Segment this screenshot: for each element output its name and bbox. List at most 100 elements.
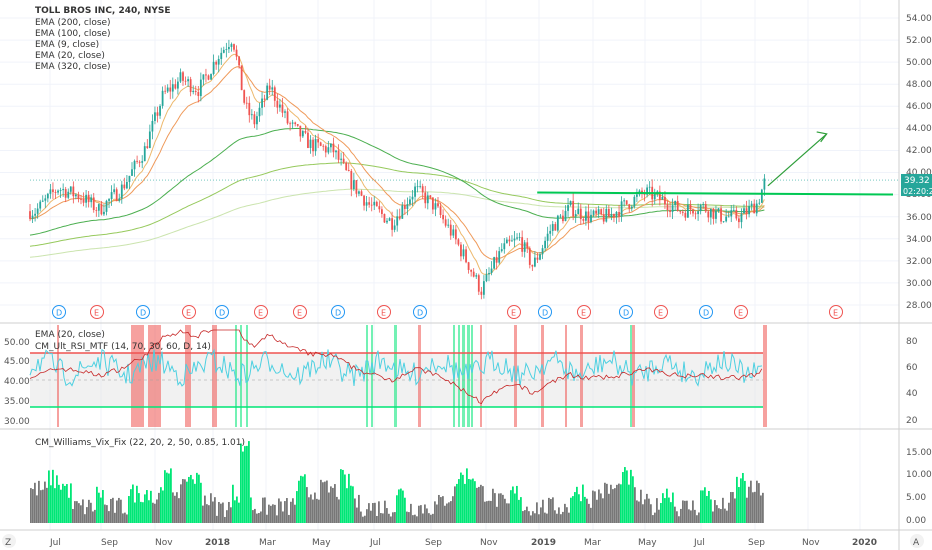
rsi-study-ema[interactable]: EMA (20, close) — [35, 330, 105, 340]
candle-body — [164, 90, 167, 92]
vix-bar — [158, 492, 160, 523]
candle-body — [396, 216, 399, 226]
vix-bar — [344, 474, 346, 523]
study-ema-20[interactable]: EMA (20, close) — [35, 51, 105, 61]
candle-body — [689, 204, 692, 210]
vix-bar — [236, 496, 238, 523]
vix-bar — [330, 486, 332, 523]
rsi-right-tick: 60 — [906, 363, 918, 373]
vix-bar — [288, 514, 290, 523]
symbol-title[interactable]: TOLL BROS INC, 240, NYSE — [35, 6, 171, 16]
candle-body — [179, 72, 182, 82]
earnings-badge-label: E — [381, 309, 386, 318]
vix-bar — [750, 480, 752, 523]
vix-bar — [472, 478, 474, 523]
candle-body — [154, 112, 156, 121]
vix-bar — [606, 483, 608, 523]
vix-bar — [144, 494, 146, 523]
dividend-badge-label: D — [56, 309, 62, 318]
zoom-button[interactable] — [2, 534, 16, 548]
candle-body — [383, 213, 386, 223]
study-ema-200[interactable]: EMA (200, close) — [35, 18, 111, 28]
vix-bar — [162, 490, 164, 523]
rsi-axis-right[interactable]: 80 60 40 20 — [906, 337, 918, 426]
vix-bar — [138, 493, 140, 523]
vix-bar — [202, 505, 204, 523]
candle-body — [212, 61, 215, 75]
dividend-badge — [215, 305, 229, 319]
time-axis[interactable]: Jul Sep Nov 2018 Mar May Jul Sep Nov 201… — [49, 538, 877, 548]
study-ema-320[interactable]: EMA (320, close) — [35, 62, 111, 72]
candle-body — [110, 192, 113, 200]
vix-axis[interactable]: 15.00 10.00 5.00 0.00 — [906, 448, 932, 526]
candle-body — [720, 208, 722, 222]
vix-bar — [100, 497, 102, 523]
candle-body — [291, 122, 294, 124]
vix-bar — [534, 513, 536, 523]
candle-body — [503, 243, 506, 250]
vix-bar — [278, 498, 280, 523]
candle-body — [146, 146, 149, 148]
candle-body — [235, 49, 238, 57]
candle-body — [360, 191, 363, 196]
rsi-axis-left[interactable]: 50.00 45.00 40.00 35.00 30.00 — [4, 338, 30, 427]
candle-body — [148, 131, 151, 148]
earnings-badge — [90, 305, 104, 319]
candle-body — [284, 111, 286, 113]
vix-bar — [546, 513, 548, 523]
vix-bar — [142, 502, 144, 523]
candle-body — [169, 87, 172, 92]
candle-body — [314, 139, 317, 152]
candle-body — [128, 175, 131, 182]
candle-body — [725, 216, 728, 222]
vix-bar — [694, 509, 696, 523]
vix-bar — [36, 495, 38, 523]
vix-bar — [666, 488, 668, 523]
vix-bar — [710, 499, 712, 523]
study-ema-100[interactable]: EMA (100, close) — [35, 29, 111, 39]
vix-bar — [484, 501, 486, 523]
vix-bar — [300, 475, 302, 523]
vix-bar — [714, 500, 716, 523]
ema-200-line — [29, 162, 765, 247]
vix-bar — [668, 497, 670, 523]
vix-bar — [38, 480, 40, 523]
vix-study-label[interactable]: CM_Williams_Vix_Fix (22, 20, 2, 50, 0.85… — [35, 438, 245, 448]
candle-body — [136, 160, 138, 162]
study-ema-9[interactable]: EMA (9, close) — [35, 40, 99, 50]
vix-bar — [284, 501, 286, 523]
candle-body — [763, 178, 766, 190]
vix-bar — [592, 490, 594, 523]
price-tick: 42.00 — [906, 146, 932, 156]
projection-arrow-head — [816, 131, 828, 143]
vix-bar — [376, 515, 378, 523]
vix-bar — [520, 497, 522, 523]
vix-bar — [732, 492, 734, 523]
rsi-overbought-column — [541, 325, 544, 427]
candle-body — [421, 186, 424, 193]
auto-scale-button[interactable] — [910, 534, 924, 548]
vix-bar — [688, 509, 690, 523]
vix-bar — [276, 515, 278, 523]
vix-bar — [722, 497, 724, 523]
rsi-oversold-column — [366, 325, 368, 427]
vix-bar — [620, 484, 622, 523]
vix-bar — [608, 493, 610, 523]
candle-body — [671, 205, 674, 212]
rsi-study-ult-rsi[interactable]: CM_Ult_RSI_MTF (14, 70, 30, 60, D, 14) — [35, 342, 211, 352]
vix-bar — [398, 489, 400, 523]
vix-bar — [34, 482, 36, 523]
vix-bar — [702, 490, 704, 523]
vix-bar — [196, 472, 198, 523]
vix-bar — [60, 489, 62, 523]
candle-body — [151, 120, 154, 132]
candle-body — [105, 200, 108, 212]
candle-body — [439, 206, 442, 215]
vix-bar — [200, 482, 202, 523]
vix-bar — [272, 504, 274, 523]
vix-bar — [554, 510, 556, 523]
dividend-badge-label: D — [219, 309, 225, 318]
candle-body — [500, 249, 503, 252]
candle-body — [77, 194, 80, 200]
candle-body — [426, 195, 429, 204]
